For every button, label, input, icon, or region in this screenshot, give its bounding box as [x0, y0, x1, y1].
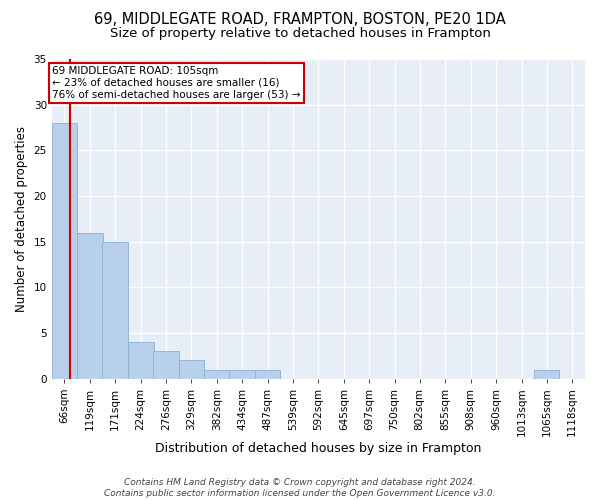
Bar — [534, 370, 559, 378]
Y-axis label: Number of detached properties: Number of detached properties — [15, 126, 28, 312]
Text: 69 MIDDLEGATE ROAD: 105sqm
← 23% of detached houses are smaller (16)
76% of semi: 69 MIDDLEGATE ROAD: 105sqm ← 23% of deta… — [52, 66, 301, 100]
Bar — [77, 232, 103, 378]
Bar — [128, 342, 154, 378]
Text: 69, MIDDLEGATE ROAD, FRAMPTON, BOSTON, PE20 1DA: 69, MIDDLEGATE ROAD, FRAMPTON, BOSTON, P… — [94, 12, 506, 28]
Bar — [52, 123, 77, 378]
Bar — [179, 360, 204, 378]
Bar — [229, 370, 255, 378]
Text: Size of property relative to detached houses in Frampton: Size of property relative to detached ho… — [110, 28, 490, 40]
Bar — [153, 352, 179, 378]
Bar — [103, 242, 128, 378]
Bar — [204, 370, 230, 378]
Bar — [255, 370, 280, 378]
X-axis label: Distribution of detached houses by size in Frampton: Distribution of detached houses by size … — [155, 442, 482, 455]
Text: Contains HM Land Registry data © Crown copyright and database right 2024.
Contai: Contains HM Land Registry data © Crown c… — [104, 478, 496, 498]
